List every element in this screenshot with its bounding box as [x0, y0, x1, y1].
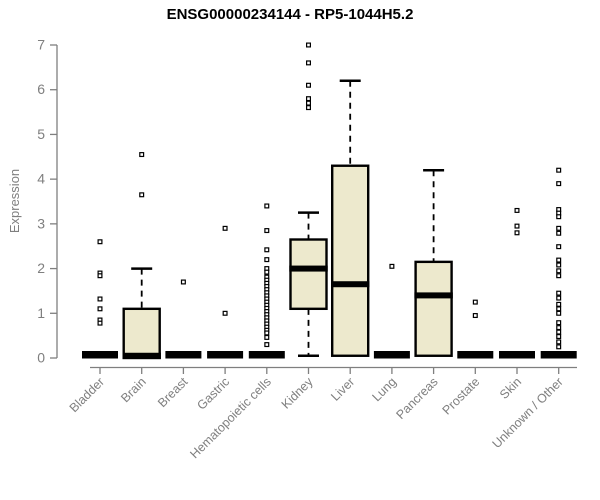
x-tick-label-hematopoietic-cells: Hematopoietic cells: [187, 375, 274, 462]
x-tick-label-bladder: Bladder: [67, 375, 107, 415]
outlier-point: [306, 60, 312, 66]
outlier-point: [556, 181, 562, 187]
outlier-point: [556, 310, 562, 316]
x-tick-label-prostate: Prostate: [440, 375, 483, 418]
outlier-point: [264, 269, 270, 275]
outlier-point: [264, 342, 270, 348]
outlier-point: [556, 244, 562, 250]
y-tick-label: 1: [37, 305, 45, 321]
outlier-point: [514, 207, 520, 213]
box-pancreas: [414, 260, 453, 357]
outlier-point: [264, 228, 270, 234]
collapsed-box-unknown-other: [540, 351, 577, 359]
outlier-point: [306, 105, 312, 111]
outlier-point: [514, 223, 520, 229]
chart-title: ENSG00000234144 - RP5-1044H5.2: [166, 6, 414, 23]
outlier-point: [180, 279, 186, 285]
median-brain: [122, 352, 161, 359]
outlier-point: [306, 42, 312, 48]
outlier-point: [306, 82, 312, 88]
outlier-point: [556, 329, 562, 335]
outlier-point: [556, 325, 562, 331]
y-tick-label: 3: [37, 215, 45, 231]
y-tick-label: 7: [37, 37, 45, 53]
y-tick-label: 5: [37, 126, 45, 142]
outlier-point: [97, 306, 103, 312]
outlier-point: [514, 230, 520, 236]
collapsed-box-gastric: [207, 351, 244, 359]
outlier-point: [472, 299, 478, 305]
outlier-point: [264, 330, 270, 336]
collapsed-box-skin: [499, 351, 535, 359]
outlier-point: [556, 306, 562, 312]
outlier-point: [556, 290, 562, 296]
x-tick-label-kidney: Kidney: [279, 374, 316, 411]
outlier-point: [556, 230, 562, 236]
outlier-point: [264, 247, 270, 253]
x-tick-label-brain: Brain: [118, 375, 149, 406]
outlier-point: [556, 344, 562, 350]
outlier-point: [97, 239, 103, 245]
median-kidney: [289, 265, 328, 272]
outlier-point: [264, 334, 270, 340]
collapsed-box-prostate: [457, 351, 494, 359]
x-tick-label-liver: Liver: [328, 375, 357, 404]
median-pancreas: [414, 292, 453, 299]
outlier-point: [556, 320, 562, 326]
x-tick-label-unknown-other: Unknown / Other: [490, 375, 566, 451]
x-tick-label-pancreas: Pancreas: [393, 375, 440, 422]
outlier-point: [97, 273, 103, 279]
x-tick-label-breast: Breast: [155, 374, 191, 410]
collapsed-box-bladder: [82, 351, 118, 359]
x-tick-label-gastric: Gastric: [194, 375, 232, 413]
outlier-point: [556, 214, 562, 220]
x-tick-label-skin: Skin: [497, 375, 524, 402]
collapsed-box-hematopoietic-cells: [248, 351, 285, 359]
box-brain: [122, 307, 161, 360]
median-liver: [331, 281, 370, 288]
outlier-point: [306, 96, 312, 102]
y-tick-label: 2: [37, 260, 45, 276]
x-tick-label-lung: Lung: [369, 375, 399, 405]
outlier-point: [556, 339, 562, 345]
outlier-point: [556, 268, 562, 274]
outlier-point: [556, 225, 562, 231]
outlier-point: [472, 313, 478, 319]
y-tick-label: 4: [37, 171, 45, 187]
outlier-point: [264, 257, 270, 263]
outlier-point: [556, 262, 562, 268]
outlier-point: [306, 100, 312, 106]
outlier-point: [222, 310, 228, 316]
outlier-point: [556, 334, 562, 340]
outlier-point: [556, 301, 562, 307]
outlier-point: [389, 263, 395, 269]
box-kidney: [289, 238, 328, 311]
outlier-point: [97, 296, 103, 302]
outlier-point: [222, 225, 228, 231]
outlier-point: [556, 273, 562, 279]
outlier-point: [97, 320, 103, 326]
y-tick-label: 6: [37, 81, 45, 97]
outlier-point: [556, 167, 562, 173]
y-tick-label: 0: [37, 350, 45, 366]
box-liver: [331, 164, 370, 357]
outlier-point: [556, 295, 562, 301]
collapsed-box-lung: [373, 351, 410, 359]
collapsed-box-breast: [165, 351, 202, 359]
outlier-point: [264, 203, 270, 209]
outlier-point: [139, 152, 145, 158]
outlier-point: [556, 257, 562, 263]
outlier-point: [139, 192, 145, 198]
